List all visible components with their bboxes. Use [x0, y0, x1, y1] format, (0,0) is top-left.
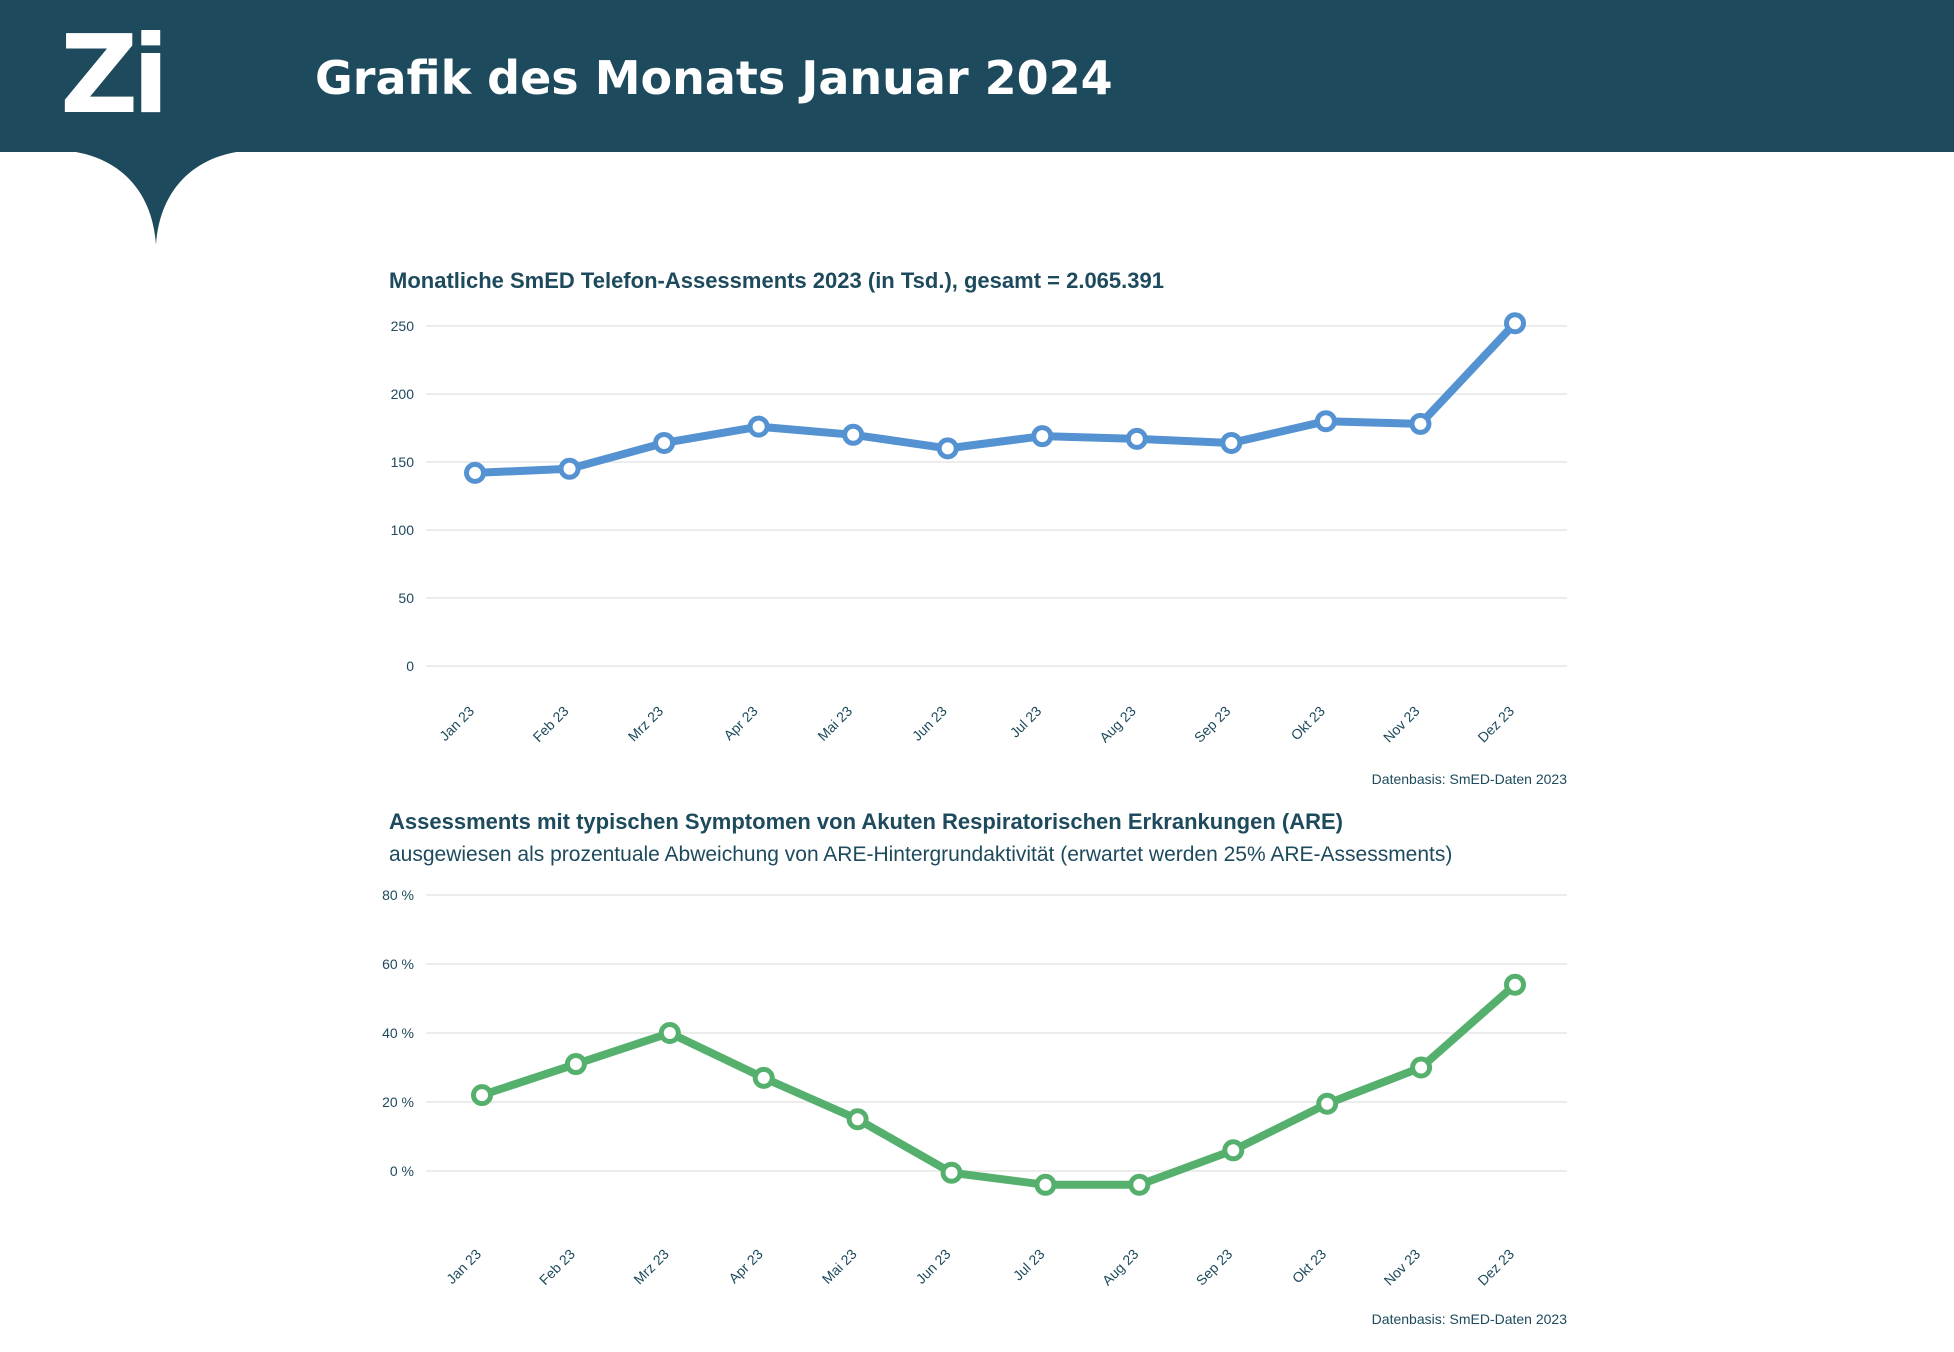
chart1-y-tick-label: 250 [391, 318, 415, 334]
chart2-x-tick-label: Apr 23 [725, 1246, 766, 1287]
chart1-series-line [471, 319, 1519, 477]
header-bar: Zi Grafik des Monats Januar 2024 [0, 0, 1954, 152]
chart1-data-point [558, 457, 581, 480]
chart2-title: Assessments mit typischen Symptomen von … [389, 809, 1343, 834]
chart2-data-point [658, 1022, 681, 1044]
chart1-title: Monatliche SmED Telefon-Assessments 2023… [389, 268, 1164, 293]
chart2-x-tick-label: Mai 23 [819, 1246, 860, 1287]
chart2-line-chart: 0 % 20 % 40 % 60 % 80 % Jan 23 Feb 23 Mrz 23 Apr… [382, 887, 1567, 1289]
chart1-x-tick-label: Jul 23 [1007, 703, 1045, 741]
chart1-x-tick-label: Mai 23 [814, 703, 855, 744]
zi-logo: Zi [60, 13, 169, 138]
chart2-subtitle: ausgewiesen als prozentuale Abweichung v… [389, 843, 1453, 866]
chart1-data-point [653, 431, 676, 454]
chart2-x-tick-label: Dez 23 [1474, 1246, 1517, 1289]
chart2-series-line [478, 980, 1519, 1189]
chart1-x-tick-label: Feb 23 [530, 703, 572, 745]
chart1-line-chart: 0 50 100 150 200 250 Jan 23 Feb 23 Mrz 23 Apr 23 M… [391, 312, 1567, 746]
chart1-x-tick-label: Nov 23 [1380, 703, 1423, 746]
chart2-y-tick-label: 0 % [390, 1163, 414, 1179]
chart2-data-point [940, 1161, 963, 1184]
chart1-y-tick-label: 100 [391, 522, 415, 538]
chart1-data-point [1504, 312, 1526, 335]
chart2-data-point [564, 1053, 587, 1076]
chart2-x-tick-label: Mrz 23 [630, 1246, 672, 1288]
chart2-data-point [1316, 1092, 1339, 1115]
chart1-data-point [1031, 425, 1054, 448]
chart2-y-tick-label: 20 % [382, 1094, 414, 1110]
chart2-x-tick-label: Jan 23 [443, 1246, 484, 1287]
chart1-x-tick-label: Aug 23 [1096, 703, 1139, 746]
chart1-data-point [747, 415, 770, 438]
chart1-y-tick-label: 150 [391, 454, 415, 470]
chart1-x-tick-label: Mrz 23 [625, 703, 667, 745]
chart1-data-point [936, 437, 959, 460]
chart1-x-tick-label: Jun 23 [909, 703, 950, 744]
chart2-data-point [1504, 973, 1526, 996]
chart2-data-point [752, 1066, 775, 1089]
chart1-data-point [1409, 412, 1432, 435]
chart1-y-tick-label: 50 [398, 590, 414, 606]
chart2-x-tick-label: Jul 23 [1010, 1246, 1048, 1284]
chart1-data-point [842, 423, 865, 446]
chart1-x-tick-label: Jan 23 [436, 703, 477, 744]
chart1-y-tick-label: 0 [406, 658, 414, 674]
chart2-source-note: Datenbasis: SmED-Daten 2023 [1371, 1311, 1567, 1327]
chart2-data-point [1128, 1173, 1151, 1196]
chart1-x-tick-label: Apr 23 [720, 703, 761, 744]
chart2-y-tick-label: 80 % [382, 887, 414, 903]
chart2-x-tick-label: Feb 23 [536, 1246, 578, 1288]
chart2-x-tick-label: Nov 23 [1381, 1246, 1424, 1289]
chart1-source-note: Datenbasis: SmED-Daten 2023 [1371, 771, 1567, 787]
chart1-data-point [1220, 431, 1243, 454]
chart2-data-point [846, 1108, 869, 1131]
chart2-y-tick-label: 40 % [382, 1025, 414, 1041]
chart1-y-tick-label: 200 [391, 386, 415, 402]
chart2-data-point [1222, 1139, 1245, 1162]
chart2-x-tick-label: Sep 23 [1193, 1246, 1236, 1289]
chart2-data-point [471, 1084, 493, 1107]
chart1-x-tick-label: Sep 23 [1191, 703, 1234, 746]
chart2-x-tick-label: Aug 23 [1099, 1246, 1142, 1289]
chart1-x-tick-label: Dez 23 [1474, 703, 1517, 746]
chart1-data-point [1125, 427, 1148, 450]
chart2-data-point [1034, 1173, 1057, 1196]
chart1-x-tick-label: Okt 23 [1288, 703, 1329, 744]
chart2-y-tick-label: 60 % [382, 956, 414, 972]
page-title: Grafik des Monats Januar 2024 [315, 51, 1113, 105]
chart2-x-tick-label: Okt 23 [1289, 1246, 1330, 1287]
chart2-data-point [1410, 1056, 1433, 1079]
chart1-data-point [1314, 410, 1337, 433]
chart1-data-point [464, 461, 486, 484]
header-tab-shape [0, 150, 260, 245]
chart2-x-tick-label: Jun 23 [913, 1246, 954, 1287]
